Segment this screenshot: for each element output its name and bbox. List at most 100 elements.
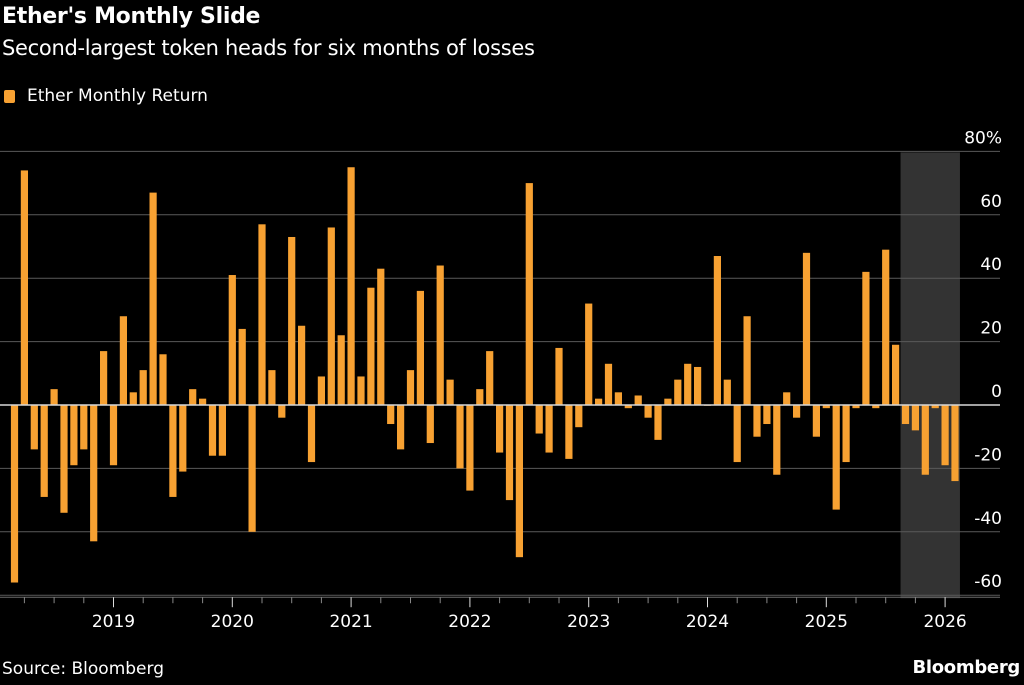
bar <box>50 389 58 405</box>
bar <box>139 370 147 405</box>
bar <box>40 405 48 497</box>
bar <box>456 405 464 469</box>
bar <box>179 405 187 472</box>
bar <box>565 405 573 459</box>
bar <box>397 405 405 450</box>
x-tick-label: 2023 <box>567 612 610 632</box>
bar <box>545 405 553 453</box>
y-tick-label: 20 <box>980 319 1002 339</box>
bar <box>654 405 662 440</box>
chart-title: Ether's Monthly Slide <box>2 4 261 29</box>
bar <box>644 405 652 418</box>
bar <box>911 405 919 431</box>
bar <box>783 392 791 405</box>
x-tick-label: 2025 <box>805 612 848 632</box>
bar <box>100 351 108 405</box>
bar <box>505 405 514 501</box>
bar <box>109 405 118 466</box>
x-tick-label: 2021 <box>329 612 372 632</box>
bar <box>416 290 424 405</box>
bar <box>406 370 415 405</box>
y-tick-label: -40 <box>974 509 1002 529</box>
y-tick-label: -60 <box>974 572 1002 592</box>
bar <box>822 405 830 409</box>
bar <box>921 405 929 475</box>
bar <box>713 256 721 405</box>
bar <box>684 363 692 405</box>
bar <box>199 398 207 405</box>
x-tick-label: 2020 <box>211 612 254 632</box>
bar <box>258 224 266 405</box>
bar <box>763 405 771 425</box>
bar <box>733 405 741 463</box>
bar <box>298 325 306 405</box>
bar <box>288 236 296 405</box>
bar <box>228 275 236 405</box>
y-tick-label: 60 <box>980 192 1002 212</box>
bar <box>852 405 860 409</box>
x-tick-label: 2026 <box>923 612 966 632</box>
source-note: Source: Bloomberg <box>2 659 164 679</box>
bar <box>149 192 157 405</box>
x-tick-label: 2024 <box>686 612 729 632</box>
bar <box>208 405 217 456</box>
bar <box>70 405 78 466</box>
bar <box>90 405 98 542</box>
bar <box>387 405 395 425</box>
bar <box>169 405 177 497</box>
bar <box>624 405 632 409</box>
bar <box>60 405 68 513</box>
bar <box>377 268 385 405</box>
bar <box>129 392 137 405</box>
bar <box>476 389 484 405</box>
bar <box>595 398 603 405</box>
bar <box>466 405 474 491</box>
bar <box>664 398 672 405</box>
bar <box>614 392 622 405</box>
legend-swatch <box>4 89 15 103</box>
y-tick-label: 0 <box>991 382 1002 402</box>
bar <box>238 328 246 405</box>
bar <box>426 405 434 444</box>
bar <box>248 405 256 532</box>
bar <box>862 271 870 405</box>
bar <box>446 379 454 405</box>
bar <box>674 379 682 405</box>
bar <box>941 405 949 466</box>
bar <box>525 183 533 405</box>
bar <box>10 405 19 583</box>
y-tick-label: 80% <box>964 128 1002 148</box>
bar <box>832 405 840 510</box>
bar <box>347 167 355 405</box>
bar <box>119 316 127 405</box>
bar <box>773 405 781 475</box>
bar <box>634 395 642 405</box>
bar <box>892 344 900 405</box>
legend-label: Ether Monthly Return <box>27 86 208 106</box>
bar <box>951 405 959 482</box>
bar <box>30 405 38 450</box>
chart-subtitle: Second-largest token heads for six month… <box>2 36 535 60</box>
y-tick-label: -20 <box>974 445 1002 465</box>
bar <box>872 405 880 409</box>
bar <box>802 252 811 405</box>
bar <box>882 249 890 405</box>
bar <box>842 405 850 463</box>
bar <box>496 405 504 453</box>
bar <box>555 347 563 405</box>
bar <box>585 303 593 405</box>
bar <box>327 227 335 405</box>
bar <box>367 287 375 405</box>
bar <box>218 405 226 456</box>
bar <box>189 389 197 405</box>
bar <box>317 376 325 405</box>
bar <box>268 370 276 405</box>
bar <box>535 405 543 434</box>
bar <box>307 405 316 463</box>
bar <box>931 405 939 409</box>
bar <box>80 405 88 450</box>
y-tick-label: 40 <box>980 255 1002 275</box>
bar <box>575 405 583 428</box>
bar <box>723 379 731 405</box>
